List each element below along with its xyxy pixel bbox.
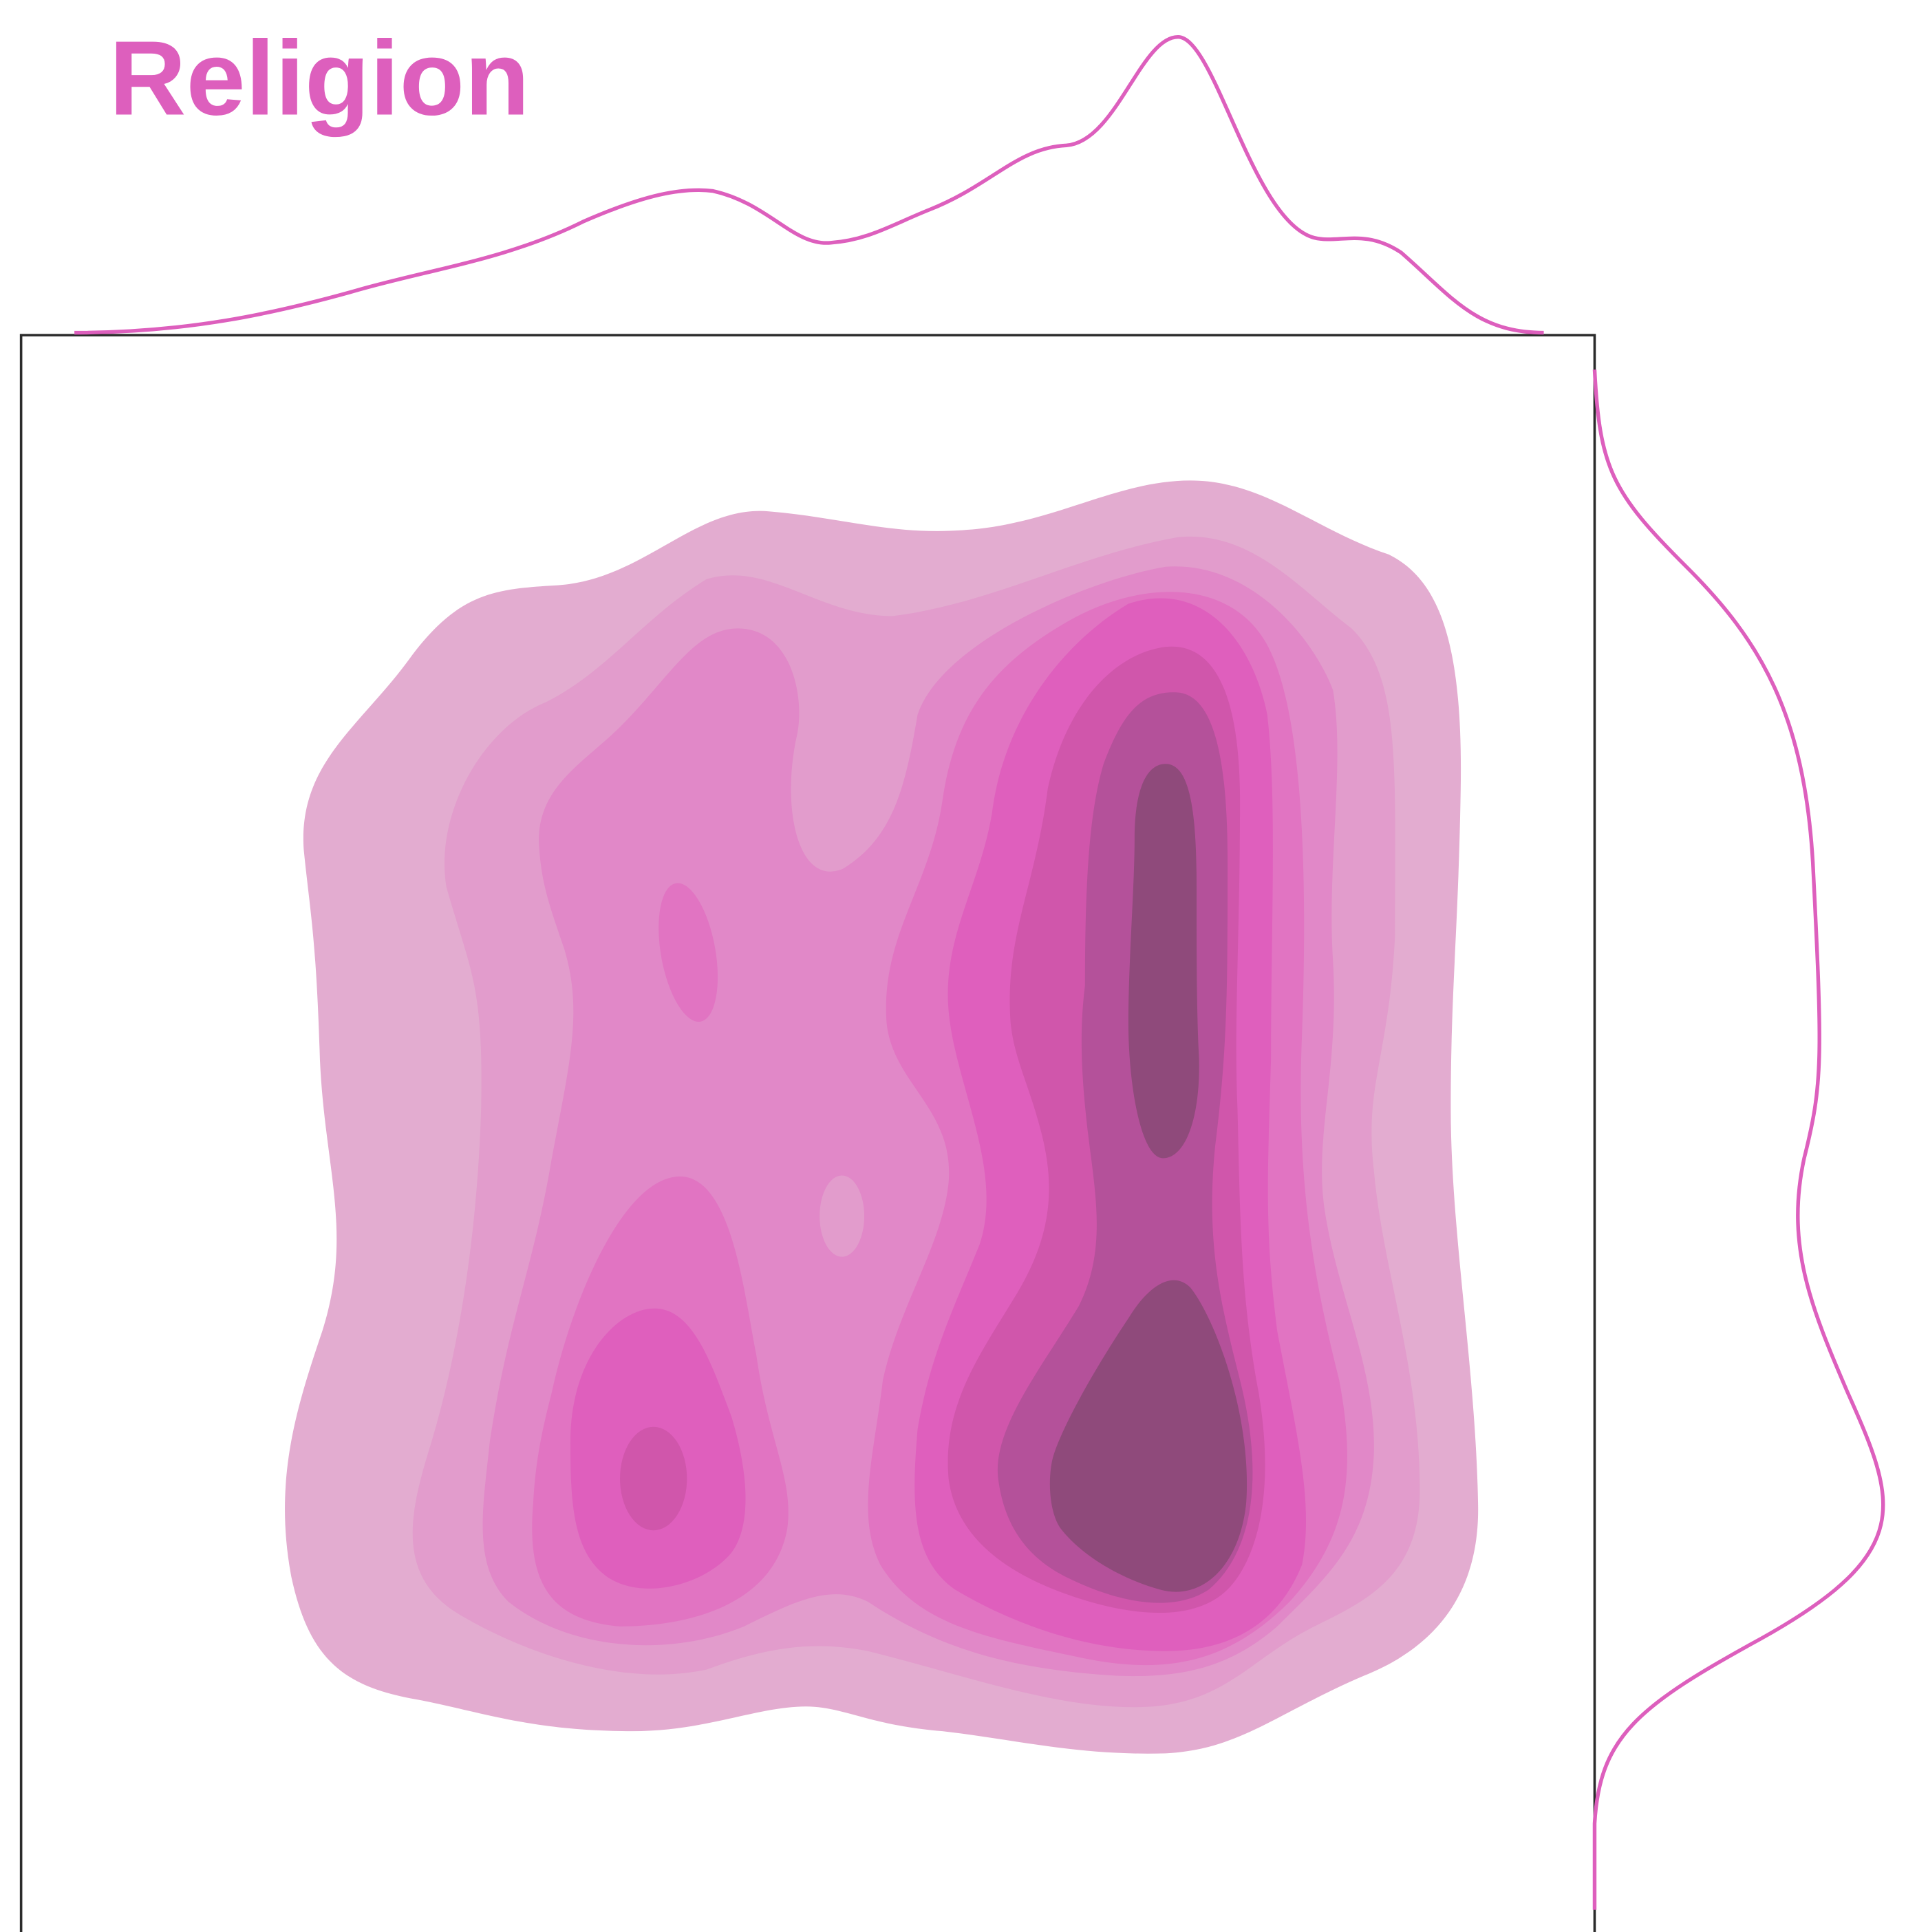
chart-title: Religion: [109, 19, 530, 137]
contour-level: [620, 1426, 687, 1531]
contour-level: [820, 1175, 865, 1257]
density-contours: [285, 480, 1479, 1754]
contour-level: [1049, 1280, 1247, 1592]
contour-level: [658, 883, 718, 1022]
y-marginal-density: [1592, 369, 1885, 1910]
contour-level: [1128, 764, 1199, 1159]
x-marginal-density: [74, 35, 1544, 335]
